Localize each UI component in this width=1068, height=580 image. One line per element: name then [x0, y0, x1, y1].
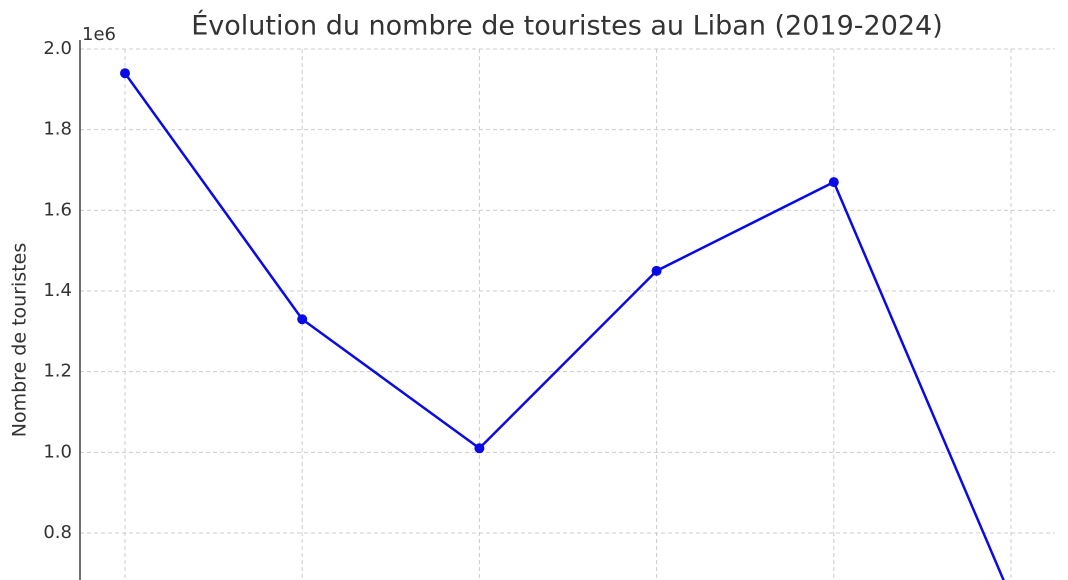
data-point	[120, 68, 130, 79]
data-point	[297, 314, 308, 325]
chart-title: Évolution du nombre de touristes au Liba…	[191, 10, 943, 42]
y-tick-label: 1.8	[43, 119, 72, 140]
y-tick-label: 0.8	[43, 522, 72, 543]
y-axis-label: Nombre de touristes	[9, 243, 31, 437]
plot-area	[120, 68, 1005, 580]
data-point	[828, 177, 839, 188]
data-point	[474, 443, 485, 454]
data-line	[123, 72, 1005, 580]
y-tick-label: 1.6	[43, 199, 72, 220]
y-tick-label: 2.0	[43, 38, 72, 59]
y-offset-label: 1e6	[82, 24, 116, 45]
y-tick-label: 1.2	[43, 361, 72, 382]
y-tick-label: 1.4	[43, 280, 72, 301]
y-tick-label: 1.0	[43, 441, 72, 462]
grid	[80, 48, 1055, 580]
data-point	[651, 265, 662, 276]
